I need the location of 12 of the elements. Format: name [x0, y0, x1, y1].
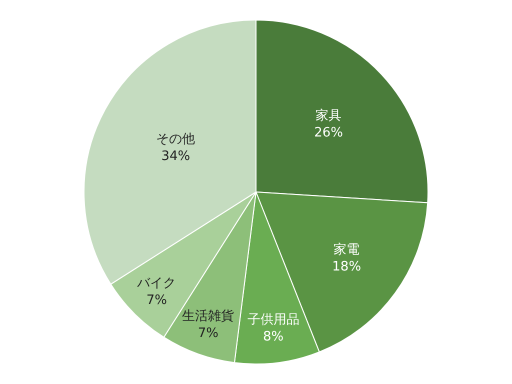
data-label: 7% — [198, 326, 218, 341]
slice-label: 家電 — [334, 241, 360, 258]
slice-label: 生活雑貨 — [182, 308, 234, 324]
data-label: 7% — [146, 292, 167, 308]
data-label: 18% — [332, 259, 362, 274]
slice-label: その他 — [156, 132, 196, 147]
data-label: 8% — [262, 330, 284, 345]
slice-label: バイク — [136, 276, 176, 291]
data-label: 26% — [314, 125, 343, 140]
slice-label: 家具 — [316, 107, 342, 124]
data-label: 34% — [161, 148, 190, 164]
slice-label: 子供用品 — [247, 312, 300, 328]
